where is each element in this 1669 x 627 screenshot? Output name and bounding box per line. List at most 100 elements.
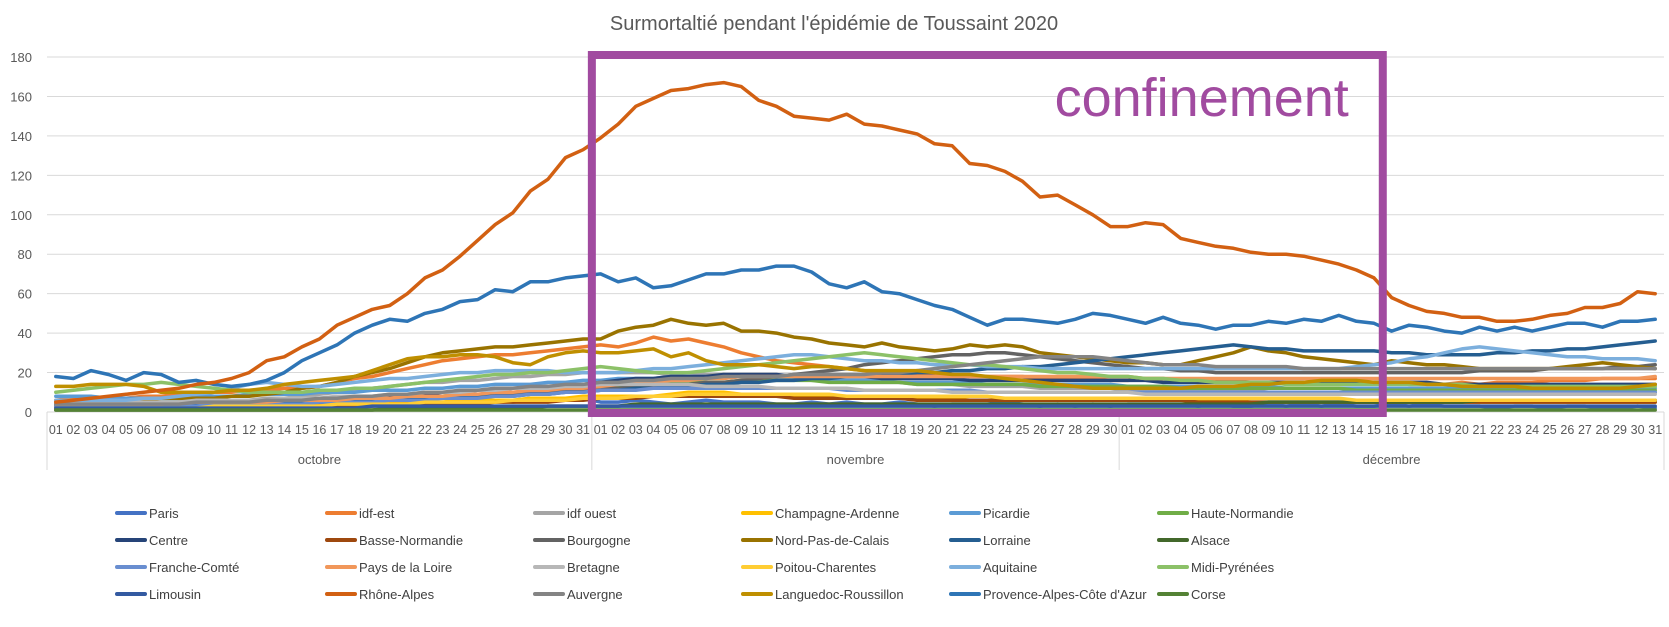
y-tick-label: 40 [18,326,32,341]
legend-item: Aquitaine [949,557,1037,577]
x-tick-label: 05 [664,423,678,437]
legend-swatch [325,565,357,569]
x-tick-label: 12 [787,423,801,437]
x-tick-label: 05 [119,423,133,437]
x-tick-label: 11 [225,423,238,437]
month-label: novembre [827,452,885,467]
legend-swatch [325,592,357,596]
x-tick-label: 19 [365,423,379,437]
x-tick-label: 12 [1314,423,1328,437]
x-tick-label: 19 [910,423,924,437]
x-tick-label: 08 [172,423,186,437]
x-tick-label: 14 [1349,423,1363,437]
x-tick-label: 25 [1543,423,1557,437]
x-tick-label: 16 [857,423,871,437]
x-tick-label: 15 [840,423,854,437]
legend-swatch [741,511,773,515]
legend-swatch [949,538,981,542]
legend-swatch [325,538,357,542]
legend-label: Franche-Comté [149,559,240,575]
legend-label: Picardie [983,505,1030,521]
x-tick-label: 03 [629,423,643,437]
x-tick-label: 23 [1508,423,1522,437]
legend-swatch [949,565,981,569]
y-tick-label: 80 [18,247,32,262]
series-lines [54,80,1657,412]
series-line-limousin [54,404,1657,410]
x-tick-label: 20 [928,423,942,437]
series-line-poitou-charentes [54,392,1657,410]
legend-label: Lorraine [983,532,1031,548]
legend-label: Basse-Normandie [359,532,464,548]
x-tick-label: 27 [506,423,520,437]
x-tick-label: 16 [312,423,326,437]
legend-label: Paris [149,505,179,521]
x-tick-label: 31 [1648,423,1662,437]
x-tick-label: 21 [400,423,414,437]
legend-item: Picardie [949,503,1030,523]
series-line-languedoc-roussillon [54,347,1657,395]
legend-swatch [741,538,773,542]
x-tick-label: 26 [488,423,502,437]
x-tick-label: 03 [1156,423,1170,437]
confinement-annotation: confinement [587,51,1387,417]
legend-item: Bretagne [533,557,620,577]
legend-label: Champagne-Ardenne [775,505,900,521]
legend-swatch [115,538,147,542]
confinement-label: confinement [1055,68,1349,128]
x-tick-label: 17 [875,423,889,437]
x-tick-label: 29 [1086,423,1100,437]
legend-label: Bretagne [567,559,620,575]
x-tick-label: 06 [137,423,151,437]
legend-item: Alsace [1157,530,1230,550]
legend-swatch [115,565,147,569]
x-tick-label: 27 [1051,423,1065,437]
legend-item: Corse [1157,584,1226,604]
y-tick-label: 180 [10,50,32,65]
x-tick-label: 22 [1490,423,1504,437]
x-axis: 01 02 03 04 05 06 07 08 09 10 11 12 13 14 15 16 17 18 19 20… [46,411,1665,470]
legend-label: idf ouest [567,505,617,521]
legend-item: Provence-Alpes-Côte d'Azur [949,584,1147,604]
legend-label: Midi-Pyrénées [1191,559,1275,575]
legend-label: Alsace [1191,532,1231,548]
legend-item: Limousin [115,584,201,604]
legend-swatch [533,592,565,596]
x-tick-label: 09 [1262,423,1276,437]
x-tick-label: 02 [66,423,80,437]
x-tick-label: 30 [559,423,573,437]
series-line-provence-alpes-c-te-d-azur [54,264,1657,389]
legend-swatch [533,538,565,542]
x-tick-label: 20 [383,423,397,437]
legend-swatch [949,592,981,596]
x-tick-label: 07 [154,423,168,437]
legend-item: Auvergne [533,584,623,604]
legend-label: Poitou-Charentes [775,559,877,575]
legend-item: Midi-Pyrénées [1157,557,1274,577]
x-tick-label: 17 [330,423,344,437]
confinement-box [587,51,1387,417]
legend-item: Pays de la Loire [325,557,452,577]
x-tick-label: 01 [1121,423,1135,437]
x-tick-label: 22 [418,423,432,437]
legend-label: Provence-Alpes-Côte d'Azur [983,586,1147,602]
y-tick-label: 120 [10,168,32,183]
legend-item: Champagne-Ardenne [741,503,899,523]
legend-label: idf-est [359,505,395,521]
x-tick-label: 07 [1226,423,1240,437]
x-tick-label: 25 [471,423,485,437]
series-line-auvergne [54,355,1657,406]
x-tick-label: 13 [1332,423,1346,437]
legend-item: Rhône-Alpes [325,584,434,604]
x-tick-label: 21 [945,423,959,437]
x-tick-label: 01 [49,423,63,437]
x-tick-label: 05 [1191,423,1205,437]
legend-swatch [1157,511,1189,515]
legend-item: Poitou-Charentes [741,557,876,577]
legend-swatch [115,592,147,596]
y-tick-label: 0 [25,405,32,420]
x-tick-label: 18 [892,423,906,437]
x-tick-label: 06 [1209,423,1223,437]
x-tick-label: 04 [646,423,660,437]
